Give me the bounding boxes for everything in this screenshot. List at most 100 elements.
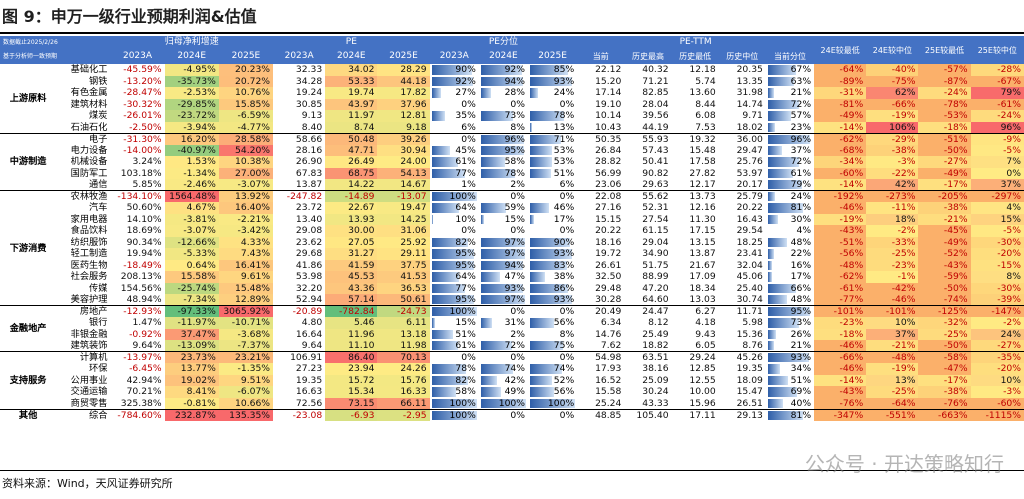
pe-percentile-cell: 100% [429, 305, 479, 317]
pe-percentile-cell: 100% [479, 398, 528, 410]
industry-name: 社会服务 [70, 271, 108, 283]
ttm-percentile-cell: 93% [765, 351, 815, 363]
compare-cell: -61% [970, 98, 1024, 110]
compare-cell: -551% [866, 408, 919, 421]
compare-cell: -20% [970, 363, 1024, 375]
table-row: 机械设备 3.24% 1.53% 10.38% 26.90 26.49 24.00 61% 58… [0, 156, 1024, 168]
ttm-percentile-bar [767, 111, 792, 121]
compare-cell: -60% [814, 167, 867, 179]
percentile-value: 96% [504, 133, 525, 145]
category-label: 金融地产 [0, 305, 57, 352]
percentile-bar [480, 318, 493, 328]
ttm-cell: 17.09 [689, 271, 716, 283]
compare-cell: -20% [970, 248, 1024, 260]
ttm-cell: 29.47 [736, 144, 763, 156]
ttm-cell: 18.09 [736, 374, 763, 386]
table-row: 石油石化 -2.50% -3.94% -4.77% 8.40 8.74 9.18 6% 8% 13… [0, 121, 1024, 133]
ttm-percentile-value: 23% [790, 121, 812, 133]
percentile-bar [431, 65, 472, 75]
pe-cell: 70.13 [377, 351, 430, 363]
compare-cell: -21% [918, 213, 971, 225]
ttm-percentile-value: 61% [790, 167, 812, 179]
pe-cell: 43.97 [325, 98, 378, 110]
pe-cell: 8.74 [325, 121, 378, 133]
percentile-value: 100% [449, 306, 476, 317]
tail-header: 24E较中位 [866, 36, 919, 64]
compare-cell: -62% [814, 132, 867, 145]
growth-cell: 135.35% [218, 408, 274, 421]
table-row: 医药生物 -18.49% 0.64% 16.41% 41.86 41.59 37.75 95%… [0, 259, 1024, 271]
compare-cell: -39% [970, 294, 1024, 306]
compare-cell: -67% [970, 75, 1024, 87]
percentile-value: 75% [553, 340, 575, 351]
growth-cell: 4.33% [218, 236, 274, 248]
pe-percentile-cell: 49% [479, 386, 528, 398]
pe-percentile-cell: 0% [478, 408, 528, 421]
industry-name: 综合 [56, 408, 111, 421]
industry-name: 农林牧渔 [56, 190, 111, 202]
pe-cell: 17.82 [377, 87, 430, 99]
compare-cell: -11% [866, 202, 919, 214]
percentile-bar [530, 111, 565, 121]
percentile-value: 100% [449, 397, 476, 409]
percentile-bar [480, 134, 525, 144]
percentile-value: 59% [504, 202, 525, 214]
pe-percentile-cell: 8% [528, 329, 577, 341]
compare-cell: 37% [866, 328, 919, 340]
percentile-value: 86% [553, 282, 575, 294]
ttm-percentile-bar [767, 237, 788, 247]
ttm-cell: 55.93 [624, 132, 672, 145]
tail-header: 25E较中位 [970, 36, 1024, 64]
growth-cell: 19.02% [164, 374, 219, 386]
compare-cell: -32% [918, 317, 971, 329]
compare-cell: -51% [918, 132, 971, 145]
percentile-bar [480, 398, 526, 408]
percentile-bar [530, 398, 576, 408]
ttm-cell: 28.04 [642, 98, 669, 110]
ttm-percentile-bar [767, 99, 799, 109]
percentile-bar [431, 272, 460, 282]
pe-percentile-cell: 51% [528, 168, 577, 180]
compare-cell: -76% [918, 397, 971, 409]
year-header: 2024E [478, 49, 528, 64]
percentile-bar [530, 134, 561, 144]
pe-percentile-cell: 0% [429, 351, 479, 363]
pe-cell: -782.84 [325, 305, 378, 317]
industry-name: 石油石化 [70, 121, 108, 133]
pe-cell: 14.22 [325, 179, 378, 191]
pe-percentile-cell: 0% [478, 190, 528, 202]
percentile-value: 24% [553, 87, 575, 99]
ttm-percentile-value: 37% [790, 144, 812, 156]
growth-cell: -2.53% [164, 87, 219, 99]
compare-cell: -60% [970, 397, 1024, 409]
percentile-bar [480, 157, 506, 167]
table-row: 食品饮料 18.69% -3.07% -3.42% 29.08 30.00 31.06 0% 0… [0, 225, 1024, 237]
compare-cell: -28% [970, 64, 1024, 76]
pe-cell: 66.11 [377, 397, 430, 409]
ttm-percentile-cell: 63% [766, 76, 814, 88]
percentile-value: 94% [504, 75, 525, 87]
compare-cell: 15% [970, 213, 1024, 225]
compare-cell: -23% [814, 317, 867, 329]
compare-cell: -43% [814, 386, 867, 398]
percentile-bar [431, 318, 435, 328]
pe-cell: 11.96 [325, 328, 378, 340]
table-row: 支持服务 计算机 -13.97% 23.73% 23.21% 106.91 86.40 70.… [0, 351, 1024, 409]
ttm-cell: 15.15 [595, 213, 622, 225]
growth-cell: -12.66% [164, 236, 219, 248]
percentile-value: 83% [553, 259, 575, 271]
pe-cell: 11.97 [325, 110, 378, 122]
table-row: 家用电器 14.10% -3.81% -2.21% 13.40 13.93 14.25 10%… [0, 213, 1024, 226]
compare-cell: -38% [918, 386, 971, 398]
growth-cell: -14.00% [123, 144, 162, 156]
ttm-cell: 57.43 [642, 144, 669, 156]
pe-percentile-cell: 10% [430, 214, 479, 226]
compare-cell: -17% [918, 374, 971, 386]
growth-cell: 3065.92% [218, 305, 274, 317]
ttm-percentile-bar [767, 307, 810, 316]
growth-cell: -97.33% [164, 305, 219, 317]
ttm-cell: 105.40 [624, 408, 672, 421]
ttm-percentile-cell: 40% [766, 398, 814, 410]
growth-cell: 1564.48% [164, 190, 219, 202]
percentile-value: 56% [553, 386, 575, 398]
